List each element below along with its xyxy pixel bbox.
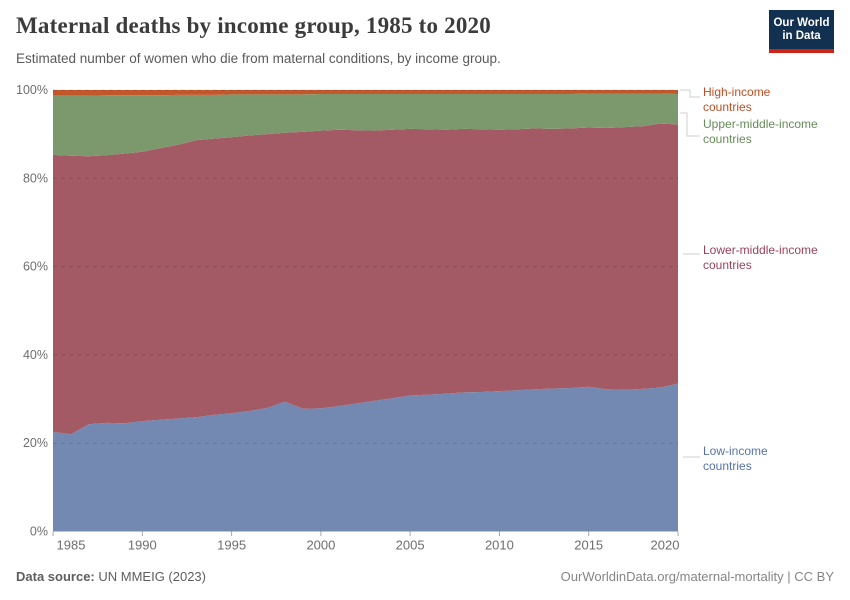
chart-subtitle: Estimated number of women who die from m… <box>16 51 501 66</box>
connector-high-income <box>680 89 700 98</box>
area-upper-middle-income-countries[interactable] <box>53 93 678 157</box>
x-axis-label-2010: 2010 <box>485 538 514 553</box>
y-axis-label-20: 20% <box>23 436 48 450</box>
x-axis-label-2005: 2005 <box>396 538 425 553</box>
x-axis-label-2020: 2020 <box>651 538 680 553</box>
footer-link[interactable]: OurWorldinData.org/maternal-mortality | … <box>560 569 834 584</box>
area-high-income-countries[interactable] <box>53 90 678 96</box>
y-axis-label-60: 60% <box>23 260 48 274</box>
y-axis-label-100: 100% <box>16 83 48 97</box>
legend-item-high-income[interactable]: High-income countries <box>703 85 771 114</box>
owid-logo-line2: in Data <box>782 29 821 42</box>
connector-upper-middle <box>680 112 700 137</box>
legend-item-upper-middle-income[interactable]: Upper-middle-income countries <box>703 117 818 146</box>
owid-logo[interactable]: Our World in Data <box>769 10 834 53</box>
x-axis-label-1990: 1990 <box>128 538 157 553</box>
area-lower-middle-income-countries[interactable] <box>53 123 678 435</box>
x-axis-label-1995: 1995 <box>217 538 246 553</box>
data-source-label: Data source: <box>16 569 95 584</box>
x-axis-label-2015: 2015 <box>574 538 603 553</box>
data-source-value: UN MMEIG (2023) <box>94 569 206 584</box>
y-axis-label-0: 0% <box>30 525 48 539</box>
owid-logo-line1: Our World <box>773 16 830 29</box>
data-source-note: Data source: UN MMEIG (2023) <box>16 569 206 584</box>
x-axis-label-1985: 1985 <box>57 538 86 553</box>
legend-item-low-income[interactable]: Low-income countries <box>703 444 768 473</box>
x-axis-label-2000: 2000 <box>306 538 335 553</box>
y-axis-label-40: 40% <box>23 348 48 362</box>
area-low-income-countries[interactable] <box>53 383 678 532</box>
legend-item-lower-middle-income[interactable]: Lower-middle-income countries <box>703 243 818 272</box>
y-axis-label-80: 80% <box>23 171 48 185</box>
page-title: Maternal deaths by income group, 1985 to… <box>16 13 491 38</box>
